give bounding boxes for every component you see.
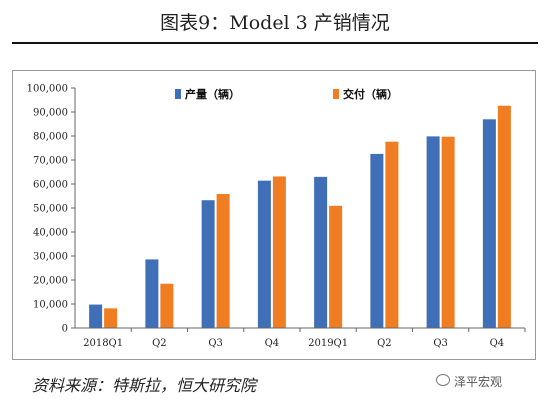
legend-swatch-production (175, 89, 181, 99)
legend-swatch-delivery (333, 89, 339, 99)
x-tick-label: 2018Q1 (83, 338, 123, 349)
watermark-text: 泽平宏观 (454, 375, 503, 389)
source-note: 资料来源：特斯拉，恒大研究院 (32, 376, 257, 395)
bar-delivery (329, 205, 343, 328)
bars (89, 105, 511, 328)
x-tick-label: 2019Q1 (308, 338, 348, 349)
bar-production (426, 136, 440, 328)
bar-delivery (441, 136, 455, 328)
x-tick-label: Q3 (433, 338, 448, 349)
legend: 产量（辆） 交付（辆） (175, 87, 398, 101)
title-divider (12, 42, 538, 44)
wechat-icon (436, 374, 450, 386)
x-tick-label: Q2 (152, 338, 167, 349)
y-tick-label: 70,000 (33, 156, 68, 167)
y-tick-label: 60,000 (33, 180, 68, 191)
y-tick-label: 80,000 (33, 132, 68, 143)
bar-delivery (216, 193, 230, 328)
x-tick-label: Q4 (490, 338, 505, 349)
legend-label-delivery: 交付（辆） (343, 87, 398, 101)
y-tick-label: 10,000 (33, 300, 68, 311)
bar-delivery (160, 283, 174, 328)
x-tick-label: Q2 (377, 338, 392, 349)
bar-delivery (385, 141, 399, 328)
y-axis: 0 10,000 20,000 30,000 40,000 50,000 60,000 70,… (27, 84, 76, 335)
chart-frame (12, 70, 536, 360)
y-tick-label: 90,000 (33, 108, 68, 119)
bar-delivery (104, 308, 118, 328)
x-tick-label: Q3 (208, 338, 223, 349)
figure-title: 图表9：Model 3 产销情况 (160, 12, 390, 34)
y-tick-label: 50,000 (33, 204, 68, 215)
y-tick-label: 40,000 (33, 228, 68, 239)
y-tick-label: 20,000 (33, 276, 68, 287)
bar-production (314, 176, 328, 328)
y-tick-label: 100,000 (27, 84, 68, 95)
y-tick-label: 30,000 (33, 252, 68, 263)
bar-delivery (497, 105, 511, 328)
bar-production (482, 119, 496, 328)
bar-production (145, 259, 159, 328)
bar-delivery (272, 176, 286, 328)
bar-production (201, 200, 215, 328)
bar-production (257, 180, 271, 328)
bar-production (89, 304, 103, 328)
x-axis: 2018Q1 Q2 Q3 Q4 2019Q1 Q2 Q3 Q4 (75, 327, 526, 349)
legend-label-production: 产量（辆） (185, 87, 240, 101)
bar-production (370, 153, 384, 328)
y-tick-label: 0 (62, 324, 68, 335)
x-tick-label: Q4 (265, 338, 280, 349)
